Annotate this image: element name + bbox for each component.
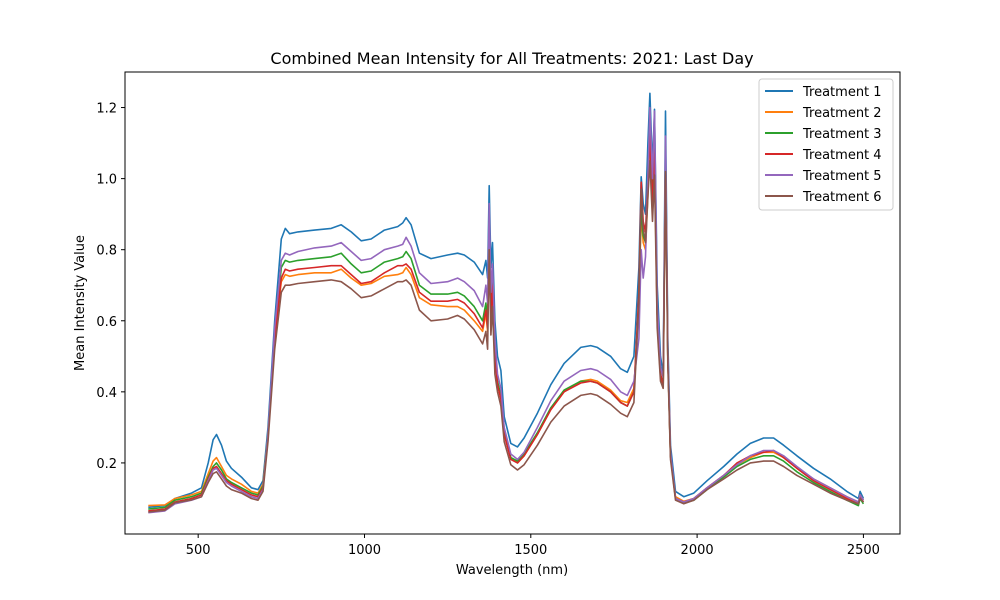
x-axis-ticks: 500 1000 1500 2000 2500: [186, 534, 880, 558]
legend-label: Treatment 4: [802, 148, 882, 163]
series-line-5: [148, 106, 865, 514]
plot-lines: [148, 92, 865, 514]
series-line-3: [148, 124, 865, 510]
y-tick-label: 0.4: [96, 386, 117, 401]
legend-items: Treatment 1 Treatment 2 Treatment 3 Treatme…: [765, 85, 882, 205]
x-tick-label: 500: [186, 543, 211, 558]
x-tick-label: 2500: [847, 543, 880, 558]
plot-frame: [124, 71, 901, 535]
y-axis-label: Mean Intensity Value: [73, 235, 88, 371]
y-tick-label: 0.6: [96, 315, 117, 330]
y-tick-label: 1.2: [96, 102, 117, 117]
y-tick-label: 1.0: [96, 173, 117, 188]
x-tick-label: 2000: [681, 543, 714, 558]
y-axis-ticks: 0.2 0.4 0.6 0.8 1.0 1.2: [96, 102, 125, 472]
legend-item: Treatment 3: [765, 127, 882, 142]
legend-item: Treatment 6: [765, 190, 882, 205]
legend-item: Treatment 1: [765, 85, 882, 100]
y-tick-label: 0.2: [96, 457, 117, 472]
legend: Treatment 1 Treatment 2 Treatment 3 Treatme…: [758, 78, 894, 211]
x-tick-label: 1000: [348, 543, 381, 558]
legend-label: Treatment 2: [802, 106, 882, 121]
series-line-4: [148, 135, 865, 512]
chart-title: Combined Mean Intensity for All Treatmen…: [270, 49, 753, 68]
x-tick-label: 1500: [514, 543, 547, 558]
legend-label: Treatment 3: [802, 127, 882, 142]
x-axis-label: Wavelength (nm): [456, 563, 568, 578]
legend-label: Treatment 6: [802, 190, 882, 205]
legend-label: Treatment 5: [802, 169, 882, 184]
legend-item: Treatment 4: [765, 148, 882, 163]
y-tick-label: 0.8: [96, 244, 117, 259]
legend-item: Treatment 5: [765, 169, 882, 184]
legend-item: Treatment 2: [765, 106, 882, 121]
legend-label: Treatment 1: [802, 85, 882, 100]
series-line-6: [148, 160, 864, 513]
series-line-2: [148, 142, 865, 507]
